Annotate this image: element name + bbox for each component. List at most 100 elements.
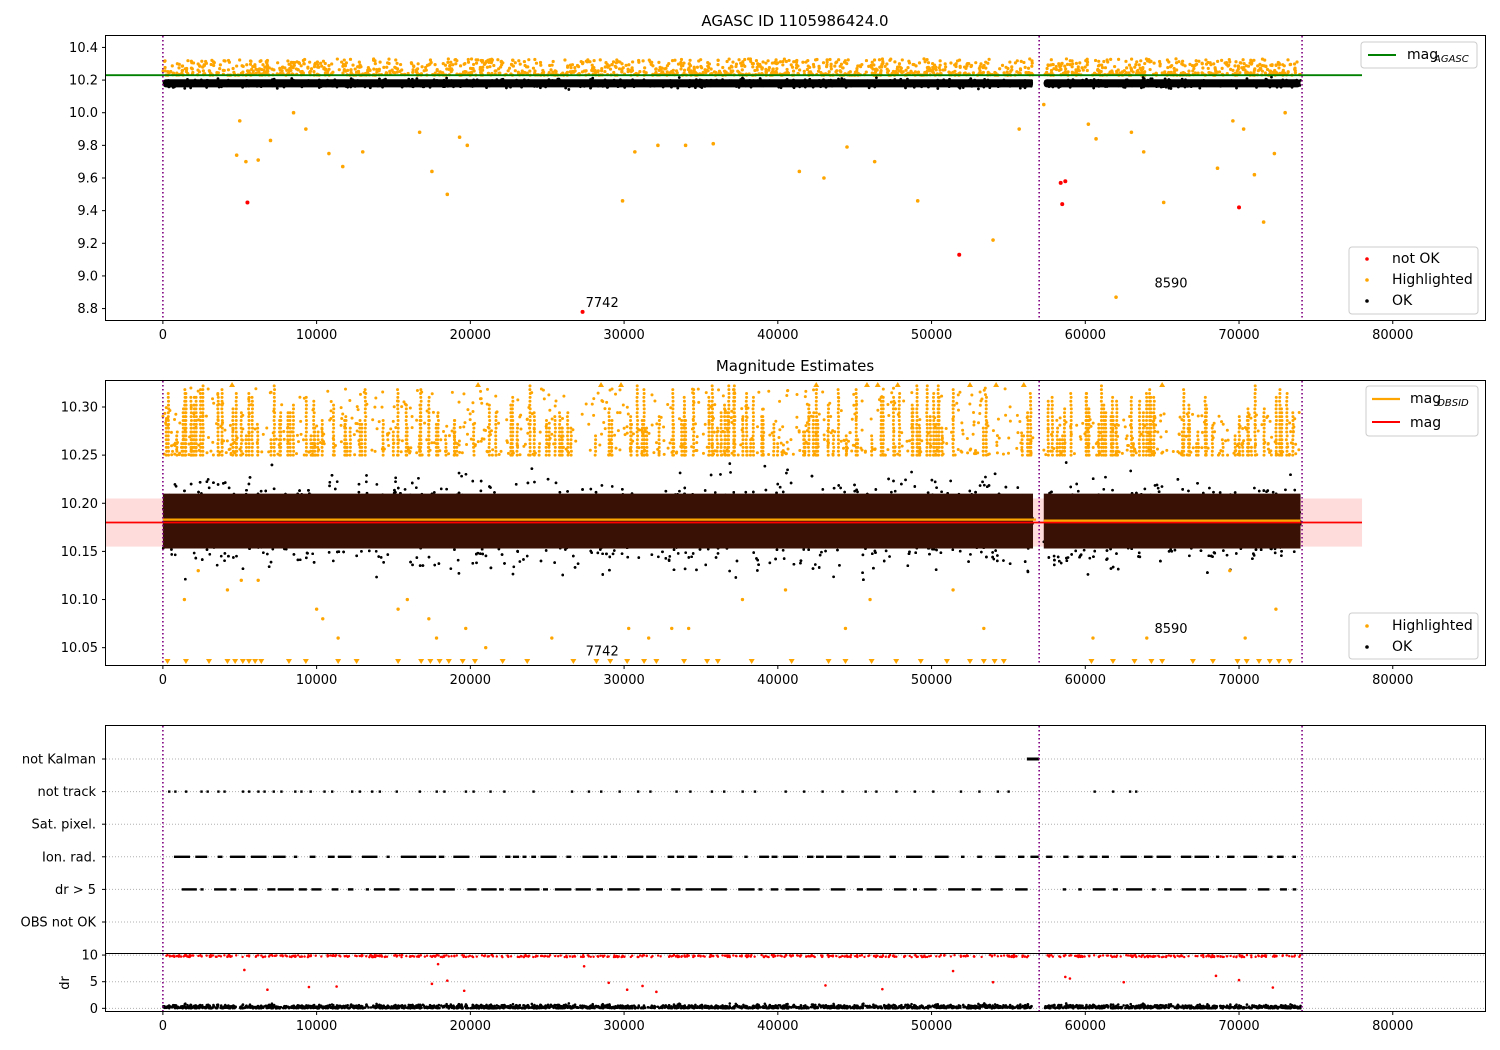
highlighted-point [1054,67,1059,72]
highlighted-point [1055,430,1059,434]
highlighted-point [774,58,778,62]
highlighted-point [1050,438,1054,442]
ok-point [428,85,432,89]
highlighted-point [837,403,841,407]
highlighted-point [304,399,308,403]
highlighted-point [474,58,478,62]
ok-point [452,85,455,89]
highlighted-point [915,407,919,411]
highlighted-point [528,442,532,446]
highlighted-point [986,61,990,65]
highlighted-point [566,64,570,68]
ok-point [922,80,926,83]
highlighted-point [668,71,672,75]
highlighted-point [617,60,621,64]
highlighted-point [915,199,920,203]
highlighted-point [1144,392,1148,396]
panel1-frame [105,35,1486,321]
highlighted-point [304,415,308,419]
highlighted-point [201,438,205,442]
highlighted-point [733,418,737,422]
highlighted-point [1152,442,1156,446]
ok-point [366,83,370,87]
ok-point [758,83,762,86]
highlighted-point [308,60,312,64]
highlighted-point [767,65,772,70]
ok-point [274,81,278,85]
highlighted-point [1138,422,1142,426]
highlighted-point [1058,445,1062,449]
ok-point [578,85,582,89]
highlighted-point [272,453,276,457]
highlighted-point [1241,127,1246,131]
highlighted-point [815,415,819,419]
ok-point [445,76,449,80]
highlighted-point [299,64,303,68]
ok-point [472,84,476,88]
highlighted-point [343,453,347,457]
highlighted-point [335,57,339,61]
ok-point [674,81,678,84]
highlighted-point [216,434,220,438]
highlighted-point [732,403,736,407]
highlighted-point [1274,418,1278,422]
highlighted-point [218,63,222,67]
ok-point [1232,83,1236,87]
highlighted-point [396,415,400,419]
highlighted-point [1182,388,1186,392]
highlighted-point [545,449,549,453]
highlighted-point [1257,68,1262,72]
ok-point [819,85,823,89]
highlighted-point [532,418,536,422]
highlighted-point [1115,411,1119,415]
highlighted-point [727,442,731,446]
highlighted-point [671,434,675,438]
highlighted-point [1050,403,1054,407]
highlighted-point [707,449,711,453]
ok-point [798,85,802,89]
highlighted-point [829,62,833,66]
highlighted-point [1182,422,1186,426]
highlighted-point [445,192,450,197]
highlighted-point [220,411,224,415]
highlighted-point [312,438,316,442]
highlighted-point [836,438,840,442]
ok-point [259,81,263,84]
highlighted-point [674,69,679,73]
highlighted-point [471,62,476,67]
highlighted-point [773,70,777,74]
highlighted-point [1193,63,1198,67]
ok-point [669,80,673,84]
highlighted-point [837,415,841,419]
highlighted-point [585,60,589,64]
highlighted-point [807,407,811,411]
highlighted-point [1026,430,1030,434]
highlighted-point [196,68,200,72]
ok-point [208,80,212,84]
highlighted-point [590,63,594,67]
highlighted-point [1099,399,1103,403]
highlighted-point [378,60,382,64]
highlighted-point [927,66,931,70]
highlighted-point [304,445,308,449]
highlighted-point [932,442,936,446]
ok-point [695,82,699,86]
ok-point [937,80,941,83]
ok-point [692,81,696,85]
highlighted-point [791,69,796,73]
ok-point [1297,81,1300,84]
highlighted-point [545,438,549,442]
ok-point [544,85,548,89]
highlighted-point [1137,403,1141,407]
highlighted-point [1277,66,1281,70]
ok-point [650,84,654,87]
highlighted-point [1256,64,1260,68]
highlighted-point [1210,442,1214,446]
highlighted-point [692,411,696,415]
highlighted-point [253,64,257,69]
ok-point [728,83,732,87]
highlighted-point [969,63,974,68]
highlighted-point [612,70,616,75]
ok-point [1091,84,1095,88]
legend-marker [1365,278,1369,282]
